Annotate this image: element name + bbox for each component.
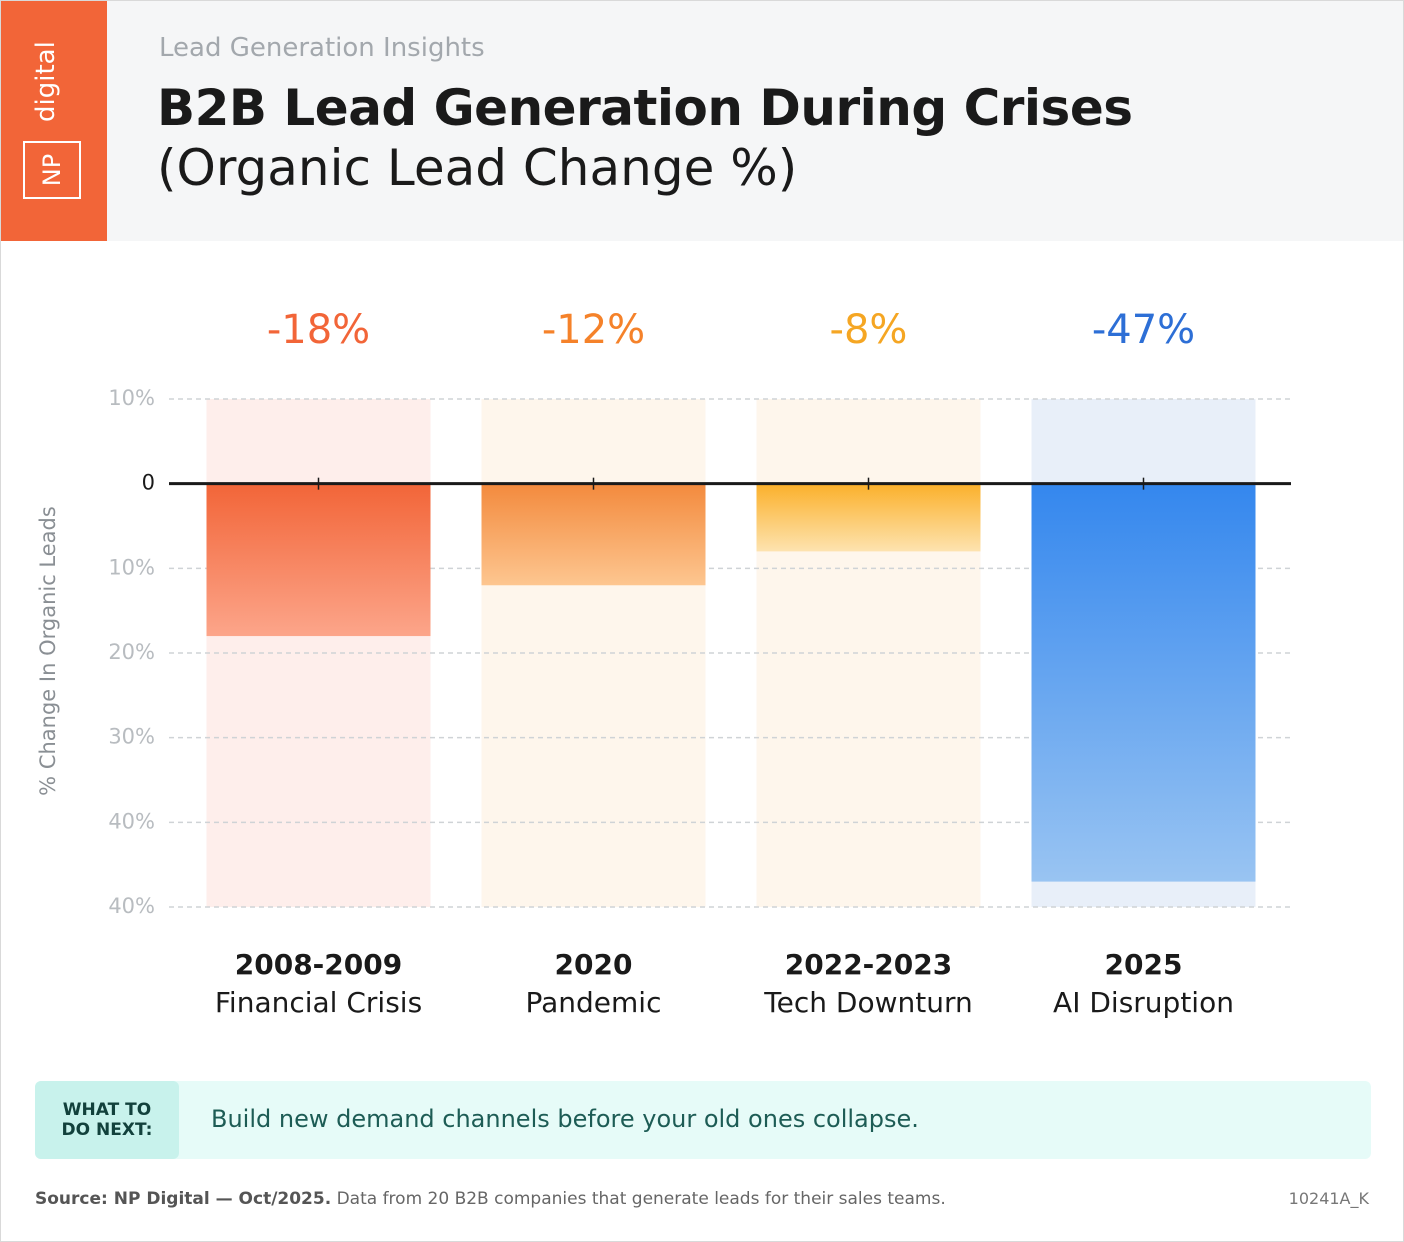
value-label: -47% [1092, 307, 1195, 353]
callout: WHAT TO DO NEXT: Build new demand channe… [35, 1081, 1371, 1159]
kicker: Lead Generation Insights [159, 33, 485, 63]
callout-label: WHAT TO DO NEXT: [35, 1081, 179, 1159]
logo-mark-text: NP [38, 153, 66, 187]
x-tick-description: AI Disruption [1053, 986, 1234, 1019]
chart: 10% 0 10% 20% 30% 40% 40% % Change In Organic L… [36, 307, 1291, 1019]
bar [206, 483, 431, 637]
x-tick-description: Tech Downturn [763, 986, 972, 1019]
value-label: -12% [542, 307, 645, 353]
y-tick-label: 40% [108, 809, 155, 833]
y-tick-label: 30% [108, 725, 155, 749]
x-tick-label: 2008-2009 [235, 948, 402, 981]
value-label: -8% [830, 307, 908, 353]
bar [1031, 483, 1256, 882]
x-tick-description: Financial Crisis [215, 986, 422, 1019]
callout-text: Build new demand channels before your ol… [211, 1105, 919, 1133]
y-tick-label: 0 [142, 471, 155, 495]
y-tick-label: 10% [108, 555, 155, 579]
bar [481, 483, 706, 586]
chart-subtitle: (Organic Lead Change %) [157, 139, 798, 197]
x-tick-label: 2020 [555, 948, 633, 981]
source: Source: NP Digital — Oct/2025. [35, 1189, 332, 1209]
footer-code: 10241A_K [1288, 1189, 1369, 1208]
logo: digital NP [1, 1, 107, 241]
bar [756, 483, 981, 552]
y-tick-label: 10% [108, 386, 155, 410]
y-axis-title: % Change In Organic Leads [36, 506, 60, 796]
logo-text: digital [31, 41, 61, 122]
chart-title: B2B Lead Generation During Crises [157, 79, 1133, 137]
footer-note: Data from 20 B2B companies that generate… [336, 1189, 946, 1209]
y-tick-label: 20% [108, 640, 155, 664]
x-tick-description: Pandemic [526, 986, 662, 1019]
logo-mark: NP [23, 141, 81, 199]
x-tick-label: 2025 [1105, 948, 1183, 981]
value-label: -18% [267, 307, 370, 353]
x-tick-label: 2022-2023 [785, 948, 952, 981]
header: digital NP Lead Generation Insights B2B … [1, 1, 1403, 241]
y-tick-label: 40% [108, 894, 155, 918]
footer: Source: NP Digital — Oct/2025. Data from… [35, 1189, 946, 1209]
